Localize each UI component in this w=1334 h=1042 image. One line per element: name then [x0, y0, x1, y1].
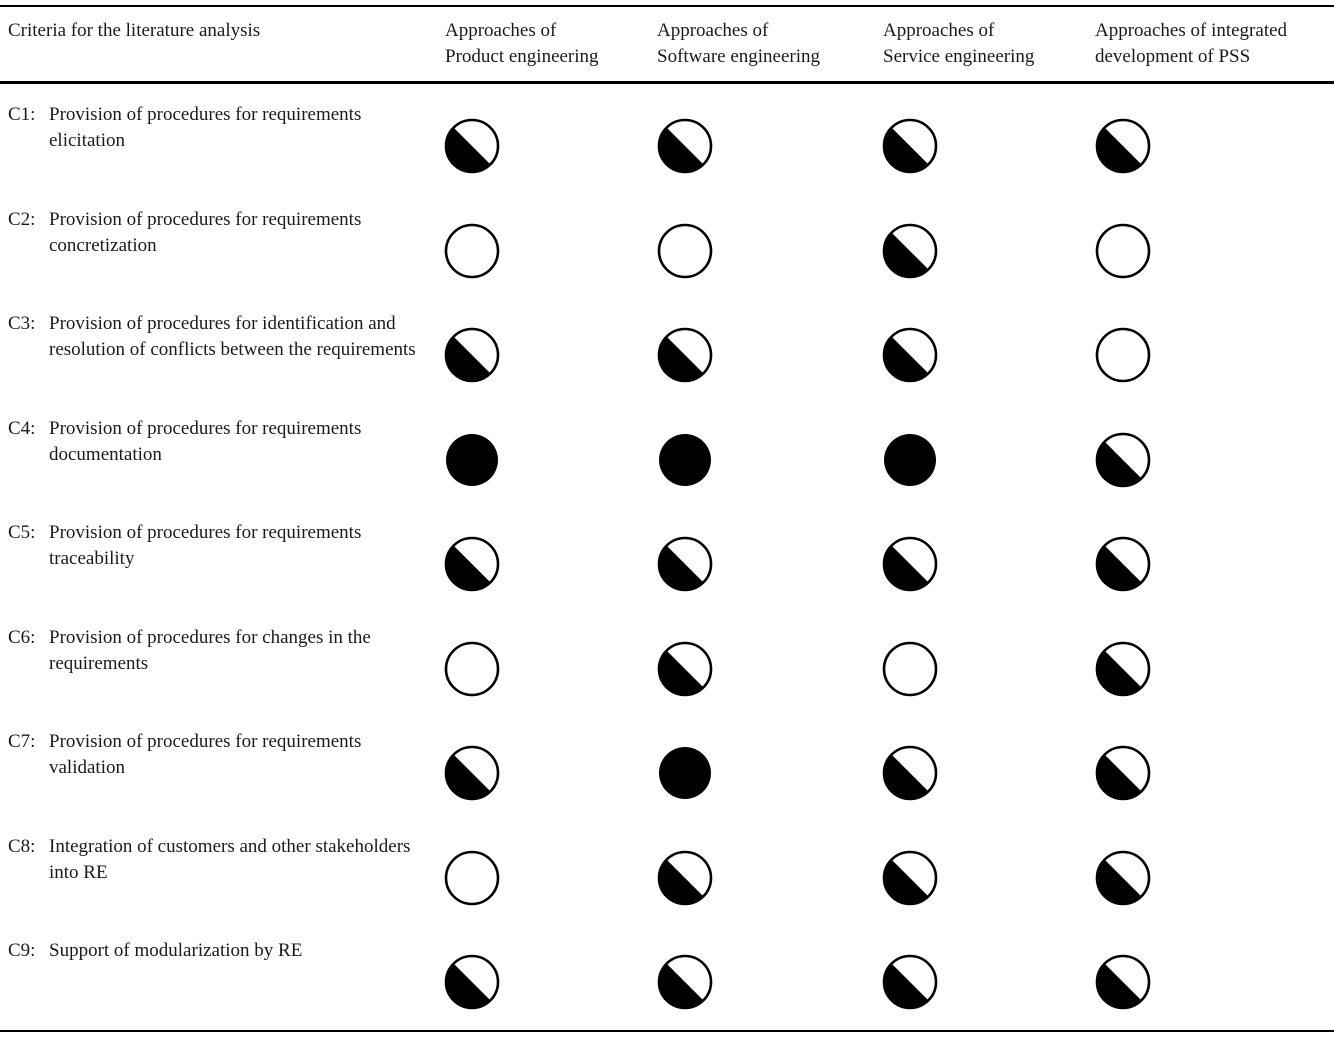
criteria-row: C2: Provision of procedures for requirem…	[0, 207, 1334, 311]
criteria-row: C8: Integration of customers and other s…	[0, 834, 1334, 938]
criterion-text: Provision of procedures for requirements…	[49, 522, 362, 569]
rating-half-circle-icon	[1095, 954, 1151, 1010]
criterion-id: C8:	[8, 835, 36, 857]
header-criteria: Criteria for the literature analysis	[8, 20, 261, 41]
rating-half-circle-icon	[1095, 118, 1151, 174]
criterion-text: Provision of procedures for requirements…	[49, 417, 362, 465]
criterion-text: Provision of procedures for identificati…	[49, 313, 416, 360]
table-top-rule	[0, 5, 1334, 7]
rating-empty-circle-icon	[444, 223, 500, 279]
criterion-id: C1:	[8, 104, 36, 125]
rating-half-circle-icon	[882, 223, 938, 279]
criterion-text: Provision of procedures for changes in t…	[49, 626, 371, 674]
rating-half-circle-icon	[882, 327, 938, 383]
criterion-id: C7:	[8, 731, 36, 752]
rating-empty-circle-icon	[882, 641, 938, 697]
rating-half-circle-icon	[657, 850, 713, 906]
criteria-row: C7: Provision of procedures for requirem…	[0, 729, 1334, 833]
rating-full-circle-icon	[882, 432, 938, 488]
rating-half-circle-icon	[882, 536, 938, 592]
rating-full-circle-icon	[444, 432, 500, 488]
rating-half-circle-icon	[657, 327, 713, 383]
criteria-row: C4: Provision of procedures for requirem…	[0, 416, 1334, 520]
criterion-text: Provision of procedures for requirements…	[49, 208, 362, 256]
criterion-text: Integration of customers and other stake…	[49, 835, 411, 883]
criterion-text: Provision of procedures for requirements…	[49, 104, 362, 151]
criteria-row: C1: Provision of procedures for requirem…	[0, 102, 1334, 206]
rating-half-circle-icon	[657, 118, 713, 174]
rating-half-circle-icon	[657, 641, 713, 697]
rating-half-circle-icon	[444, 118, 500, 174]
rating-empty-circle-icon	[444, 641, 500, 697]
header-rule	[0, 81, 1334, 84]
criterion-id: C2:	[8, 208, 36, 230]
criterion-text: Provision of procedures for requirements…	[49, 731, 362, 778]
criteria-row: C9: Support of modularization by RE	[0, 938, 1334, 1042]
criterion-id: C5:	[8, 522, 36, 543]
rating-half-circle-icon	[1095, 745, 1151, 801]
rating-half-circle-icon	[444, 745, 500, 801]
rating-half-circle-icon	[882, 850, 938, 906]
criterion-id: C4:	[8, 417, 36, 439]
rating-empty-circle-icon	[1095, 223, 1151, 279]
criteria-row: C5: Provision of procedures for requirem…	[0, 520, 1334, 624]
rating-half-circle-icon	[882, 954, 938, 1010]
rating-empty-circle-icon	[657, 223, 713, 279]
table-bottom-rule	[0, 1030, 1334, 1032]
header-product-engineering: Approaches of Product engineering	[445, 20, 599, 67]
criterion-id: C9:	[8, 940, 36, 961]
rating-half-circle-icon	[444, 536, 500, 592]
rating-full-circle-icon	[657, 745, 713, 801]
rating-half-circle-icon	[657, 954, 713, 1010]
criteria-row: C3: Provision of procedures for identifi…	[0, 311, 1334, 415]
rating-empty-circle-icon	[1095, 327, 1151, 383]
rating-half-circle-icon	[1095, 641, 1151, 697]
rating-half-circle-icon	[444, 954, 500, 1010]
rating-half-circle-icon	[882, 745, 938, 801]
rating-full-circle-icon	[657, 432, 713, 488]
criteria-row: C6: Provision of procedures for changes …	[0, 625, 1334, 729]
rating-half-circle-icon	[1095, 536, 1151, 592]
rating-half-circle-icon	[1095, 432, 1151, 488]
rating-half-circle-icon	[882, 118, 938, 174]
rating-half-circle-icon	[444, 327, 500, 383]
criterion-text: Support of modularization by RE	[49, 940, 303, 961]
header-integrated-pss: Approaches of integrated development of …	[1095, 20, 1288, 67]
criterion-id: C3:	[8, 313, 36, 334]
criterion-id: C6:	[8, 626, 36, 648]
rating-half-circle-icon	[1095, 850, 1151, 906]
header-service-engineering: Approaches of Service engineering	[883, 20, 1035, 67]
rating-empty-circle-icon	[444, 850, 500, 906]
header-software-engineering: Approaches of Software engineering	[657, 20, 821, 67]
rating-half-circle-icon	[657, 536, 713, 592]
